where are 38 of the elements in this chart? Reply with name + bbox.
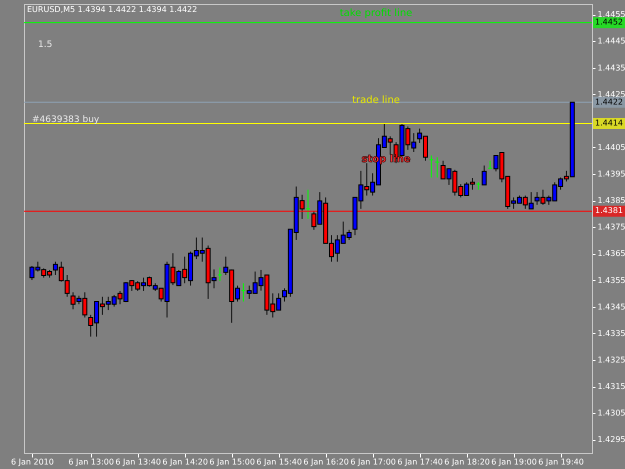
ref-line-label: 1.4452: [595, 18, 623, 27]
x-tick-label: 6 Jan 14:20: [162, 458, 208, 466]
y-tick-label: 1.4325: [598, 356, 625, 365]
y-tick-label: 1.4335: [598, 328, 625, 338]
ref-line-label: 1.4414: [595, 118, 623, 128]
chart-title: EURUSD,M5 1.4394 1.4422 1.4394 1.4422: [27, 5, 198, 14]
x-tick-label: 6 Jan 13:00: [68, 458, 114, 466]
y-tick-label: 1.4305: [598, 408, 625, 418]
ref-line-label: 1.4422: [595, 97, 623, 106]
y-tick-label: 1.4375: [598, 222, 625, 232]
x-tick-label: 6 Jan 17:00: [350, 458, 396, 466]
y-tick-label: 1.4315: [598, 382, 625, 392]
ref-line-label: 1.4381: [595, 206, 623, 216]
y-tick-label: 1.4355: [598, 276, 625, 285]
x-tick-label: 6 Jan 18:20: [444, 458, 490, 466]
y-tick-label: 1.4295: [598, 435, 625, 444]
annotation: take profit line: [340, 8, 412, 19]
x-tick-label: 6 Jan 15:00: [209, 458, 255, 466]
y-tick-label: 1.4345: [598, 302, 625, 312]
x-tick-label: 6 Jan 19:00: [491, 458, 537, 466]
x-tick-label: 6 Jan 2010: [11, 458, 54, 466]
annotation: #4639383 buy: [32, 115, 100, 125]
y-tick-label: 1.4425: [598, 90, 625, 99]
x-tick-label: 6 Jan 15:40: [256, 458, 302, 466]
y-tick-label: 1.4445: [598, 36, 625, 46]
y-tick-label: 1.4385: [598, 196, 625, 206]
x-tick-label: 6 Jan 13:40: [115, 458, 161, 466]
annotation: trade line: [352, 95, 400, 106]
x-tick-label: 6 Jan 19:40: [538, 458, 584, 466]
x-tick-label: 6 Jan 16:20: [303, 458, 349, 466]
annotation: 1.5: [38, 40, 52, 50]
x-tick-label: 6 Jan 17:40: [397, 458, 443, 466]
y-tick-label: 1.4435: [598, 63, 625, 72]
y-tick-label: 1.4395: [598, 170, 625, 179]
y-tick-label: 1.4365: [598, 249, 625, 258]
candlestick: [482, 165, 487, 186]
y-tick-label: 1.4405: [598, 142, 625, 152]
y-tick-label: 1.4455: [598, 10, 625, 20]
